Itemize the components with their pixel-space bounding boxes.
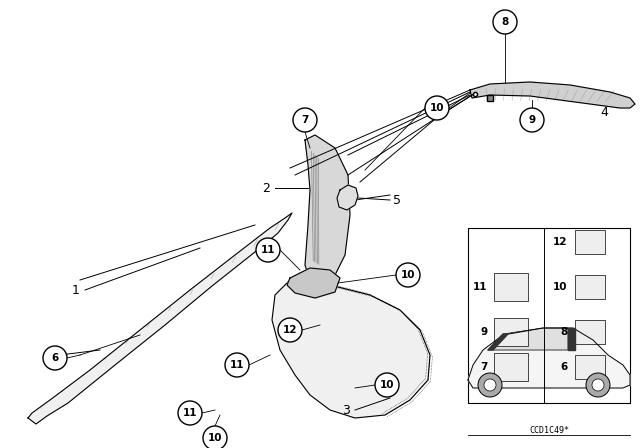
Circle shape bbox=[43, 346, 67, 370]
FancyBboxPatch shape bbox=[494, 353, 529, 381]
Polygon shape bbox=[470, 82, 635, 108]
Circle shape bbox=[375, 373, 399, 397]
Circle shape bbox=[396, 263, 420, 287]
Circle shape bbox=[586, 373, 610, 397]
Text: 11: 11 bbox=[183, 408, 197, 418]
Text: 11: 11 bbox=[473, 282, 488, 292]
Text: 10: 10 bbox=[380, 380, 394, 390]
Text: 11: 11 bbox=[230, 360, 244, 370]
Text: 3: 3 bbox=[342, 404, 350, 417]
Text: 7: 7 bbox=[480, 362, 488, 372]
FancyBboxPatch shape bbox=[494, 318, 529, 346]
Text: 12: 12 bbox=[283, 325, 297, 335]
FancyBboxPatch shape bbox=[575, 230, 605, 254]
FancyBboxPatch shape bbox=[468, 228, 630, 403]
Text: 8: 8 bbox=[560, 327, 568, 337]
Circle shape bbox=[592, 379, 604, 391]
Polygon shape bbox=[488, 334, 508, 350]
Text: 7: 7 bbox=[301, 115, 308, 125]
Text: 11: 11 bbox=[260, 245, 275, 255]
Text: 8: 8 bbox=[501, 17, 509, 27]
Text: 10: 10 bbox=[429, 103, 444, 113]
FancyBboxPatch shape bbox=[494, 273, 529, 301]
Polygon shape bbox=[28, 213, 292, 424]
FancyBboxPatch shape bbox=[575, 320, 605, 344]
Polygon shape bbox=[287, 268, 340, 298]
Text: 6: 6 bbox=[51, 353, 59, 363]
Polygon shape bbox=[305, 135, 350, 285]
Circle shape bbox=[425, 96, 449, 120]
Text: 4: 4 bbox=[600, 105, 608, 119]
Text: 10: 10 bbox=[401, 270, 415, 280]
Polygon shape bbox=[488, 328, 568, 350]
Polygon shape bbox=[568, 328, 575, 350]
Text: 12: 12 bbox=[553, 237, 568, 247]
Polygon shape bbox=[337, 185, 358, 210]
Circle shape bbox=[478, 373, 502, 397]
Circle shape bbox=[278, 318, 302, 342]
Text: 10: 10 bbox=[208, 433, 222, 443]
Circle shape bbox=[225, 353, 249, 377]
Text: 5: 5 bbox=[393, 194, 401, 207]
Text: 10: 10 bbox=[553, 282, 568, 292]
Circle shape bbox=[493, 10, 517, 34]
Text: 6: 6 bbox=[560, 362, 568, 372]
Text: 9: 9 bbox=[480, 327, 488, 337]
Polygon shape bbox=[272, 280, 430, 418]
Circle shape bbox=[293, 108, 317, 132]
FancyBboxPatch shape bbox=[575, 275, 605, 299]
Polygon shape bbox=[468, 328, 630, 388]
Text: CCD1C49*: CCD1C49* bbox=[529, 426, 569, 435]
Text: 1: 1 bbox=[72, 284, 80, 297]
Text: 2: 2 bbox=[262, 181, 270, 194]
Circle shape bbox=[484, 379, 496, 391]
Circle shape bbox=[178, 401, 202, 425]
Circle shape bbox=[520, 108, 544, 132]
Text: 9: 9 bbox=[529, 115, 536, 125]
Circle shape bbox=[256, 238, 280, 262]
Circle shape bbox=[203, 426, 227, 448]
FancyBboxPatch shape bbox=[575, 355, 605, 379]
